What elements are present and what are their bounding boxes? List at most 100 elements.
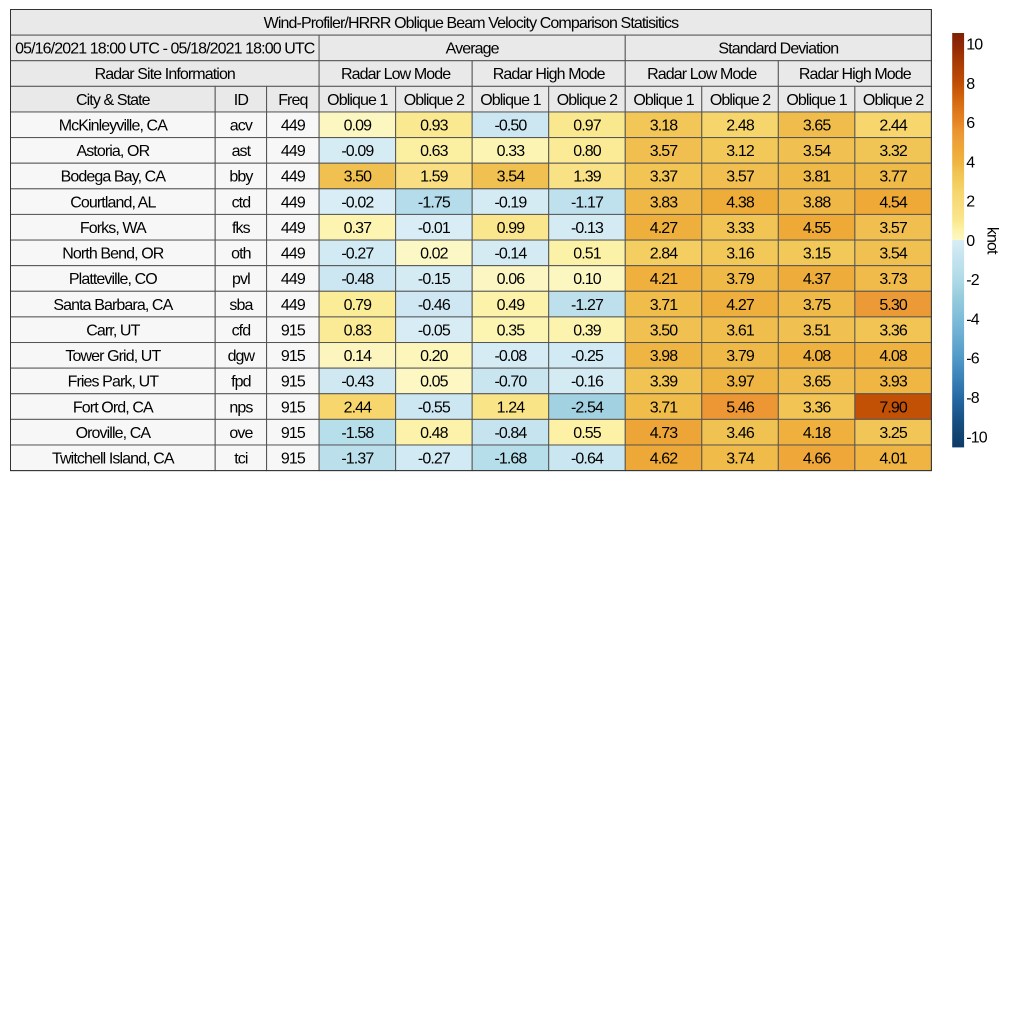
svg-text:McKinleyville, CA: McKinleyville, CA — [59, 117, 169, 134]
svg-text:City & State: City & State — [76, 92, 151, 109]
svg-text:2.48: 2.48 — [726, 117, 755, 134]
svg-text:-0.25: -0.25 — [571, 348, 604, 365]
svg-text:-0.19: -0.19 — [494, 194, 527, 211]
svg-text:-0.16: -0.16 — [571, 374, 604, 391]
svg-text:4.01: 4.01 — [879, 450, 908, 467]
svg-text:3.71: 3.71 — [650, 399, 679, 416]
svg-text:4.66: 4.66 — [803, 450, 832, 467]
svg-text:Oblique 1: Oblique 1 — [633, 92, 694, 109]
svg-text:2.84: 2.84 — [650, 246, 679, 263]
svg-text:-1.68: -1.68 — [494, 450, 527, 467]
svg-text:-0.05: -0.05 — [418, 322, 451, 339]
svg-text:449: 449 — [281, 117, 306, 134]
svg-text:3.39: 3.39 — [650, 374, 679, 391]
svg-text:0.83: 0.83 — [344, 322, 373, 339]
svg-text:fpd: fpd — [231, 374, 251, 391]
svg-text:-0.13: -0.13 — [571, 220, 604, 237]
svg-text:ctd: ctd — [232, 194, 251, 211]
svg-text:Radar Low Mode: Radar Low Mode — [647, 66, 757, 83]
svg-text:3.12: 3.12 — [726, 143, 755, 160]
svg-text:0.55: 0.55 — [573, 425, 602, 442]
svg-text:-10: -10 — [966, 429, 987, 446]
svg-text:5.30: 5.30 — [879, 297, 908, 314]
svg-text:4.73: 4.73 — [650, 425, 679, 442]
svg-text:-0.08: -0.08 — [494, 348, 527, 365]
svg-text:0.99: 0.99 — [497, 220, 526, 237]
svg-text:0.02: 0.02 — [420, 246, 449, 263]
svg-text:4.08: 4.08 — [879, 348, 908, 365]
svg-text:Bodega Bay, CA: Bodega Bay, CA — [61, 169, 167, 186]
svg-text:Fort Ord, CA: Fort Ord, CA — [73, 399, 154, 416]
svg-text:Oblique 2: Oblique 2 — [863, 92, 924, 109]
svg-text:3.75: 3.75 — [803, 297, 832, 314]
svg-text:915: 915 — [281, 399, 306, 416]
svg-text:-6: -6 — [966, 351, 979, 368]
svg-text:0.35: 0.35 — [497, 322, 526, 339]
svg-text:3.57: 3.57 — [726, 169, 755, 186]
svg-text:-0.09: -0.09 — [341, 143, 374, 160]
svg-text:4.27: 4.27 — [726, 297, 755, 314]
svg-text:-0.64: -0.64 — [571, 450, 604, 467]
svg-text:Forks, WA: Forks, WA — [80, 220, 147, 237]
svg-text:0: 0 — [966, 233, 975, 250]
svg-text:nps: nps — [229, 399, 253, 416]
svg-text:oth: oth — [231, 246, 251, 263]
svg-text:3.50: 3.50 — [344, 169, 373, 186]
svg-text:3.65: 3.65 — [803, 117, 832, 134]
svg-text:2: 2 — [966, 194, 975, 211]
svg-text:Oblique 2: Oblique 2 — [404, 92, 465, 109]
svg-text:acv: acv — [230, 117, 253, 134]
svg-text:4.55: 4.55 — [803, 220, 832, 237]
svg-text:3.18: 3.18 — [650, 117, 679, 134]
svg-text:4.18: 4.18 — [803, 425, 832, 442]
svg-text:-0.48: -0.48 — [341, 271, 374, 288]
svg-text:Radar Site Information: Radar Site Information — [95, 66, 235, 83]
svg-text:-0.27: -0.27 — [418, 450, 451, 467]
svg-text:449: 449 — [281, 246, 306, 263]
svg-text:-1.58: -1.58 — [341, 425, 374, 442]
svg-text:449: 449 — [281, 194, 306, 211]
svg-text:0.10: 0.10 — [573, 271, 602, 288]
svg-text:0.06: 0.06 — [497, 271, 526, 288]
svg-text:Fries Park, UT: Fries Park, UT — [68, 374, 160, 391]
svg-text:5.46: 5.46 — [726, 399, 755, 416]
svg-text:915: 915 — [281, 348, 306, 365]
svg-text:Radar High Mode: Radar High Mode — [799, 66, 912, 83]
svg-text:-2.54: -2.54 — [571, 399, 604, 416]
svg-text:sba: sba — [229, 297, 253, 314]
svg-text:fks: fks — [232, 220, 251, 237]
svg-text:-1.17: -1.17 — [571, 194, 604, 211]
svg-text:0.09: 0.09 — [344, 117, 373, 134]
svg-text:-0.43: -0.43 — [341, 374, 374, 391]
svg-text:3.88: 3.88 — [803, 194, 832, 211]
svg-text:-0.46: -0.46 — [418, 297, 451, 314]
svg-text:6: 6 — [966, 115, 975, 132]
svg-text:North Bend, OR: North Bend, OR — [62, 246, 164, 263]
svg-text:Wind-Profiler/HRRR Oblique Bea: Wind-Profiler/HRRR Oblique Beam Velocity… — [264, 15, 679, 32]
svg-text:3.83: 3.83 — [650, 194, 679, 211]
svg-text:2.44: 2.44 — [344, 399, 373, 416]
svg-text:-8: -8 — [966, 390, 979, 407]
svg-text:449: 449 — [281, 169, 306, 186]
svg-text:3.74: 3.74 — [726, 450, 755, 467]
svg-text:3.79: 3.79 — [726, 348, 755, 365]
svg-text:-0.70: -0.70 — [494, 374, 527, 391]
svg-text:3.57: 3.57 — [879, 220, 908, 237]
svg-text:0.48: 0.48 — [420, 425, 449, 442]
svg-text:3.65: 3.65 — [803, 374, 832, 391]
svg-text:Oblique 1: Oblique 1 — [480, 92, 541, 109]
svg-text:1.59: 1.59 — [420, 169, 449, 186]
svg-text:Oroville, CA: Oroville, CA — [76, 425, 152, 442]
svg-text:8: 8 — [966, 76, 975, 93]
svg-text:-0.27: -0.27 — [341, 246, 374, 263]
svg-text:1.24: 1.24 — [497, 399, 526, 416]
svg-text:Oblique 1: Oblique 1 — [786, 92, 847, 109]
svg-text:915: 915 — [281, 322, 306, 339]
svg-text:3.79: 3.79 — [726, 271, 755, 288]
svg-text:7.90: 7.90 — [879, 399, 908, 416]
svg-text:4.21: 4.21 — [650, 271, 679, 288]
svg-text:tci: tci — [234, 450, 248, 467]
svg-text:4.38: 4.38 — [726, 194, 755, 211]
svg-text:Radar Low Mode: Radar Low Mode — [341, 66, 451, 83]
svg-text:3.81: 3.81 — [803, 169, 832, 186]
